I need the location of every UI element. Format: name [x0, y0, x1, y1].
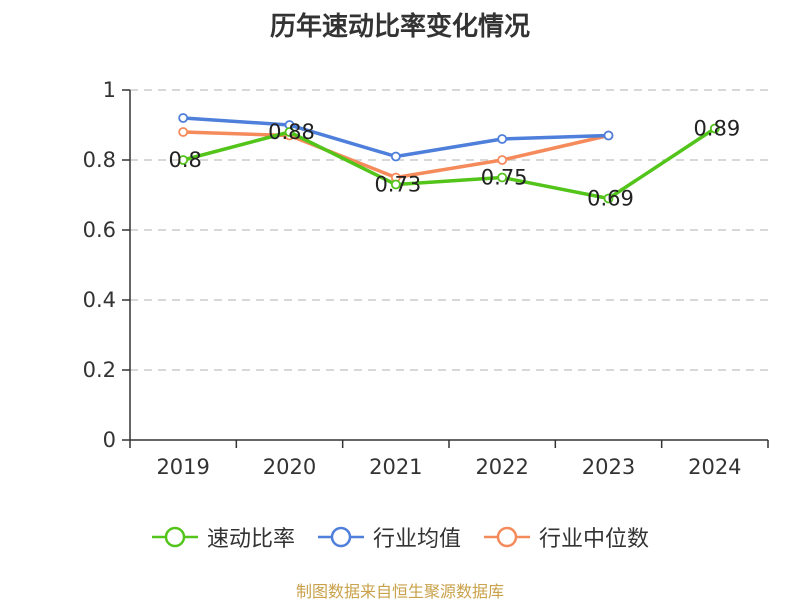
x-tick-label: 2023	[582, 455, 635, 479]
data-point[interactable]	[603, 130, 614, 141]
legend-label: 速动比率	[206, 527, 295, 552]
data-point[interactable]	[178, 127, 189, 137]
legend-item[interactable]: 速动比率	[151, 521, 295, 553]
data-labels: 0.8 0.88 0.73 0.75 0.69 0.89	[168, 117, 740, 211]
axes: 0 0.2 0.4 0.6 0.8 1 2019 2020 2021 2022 2023 2024	[83, 78, 769, 479]
data-label: 0.88	[268, 120, 315, 144]
data-point[interactable]	[284, 127, 295, 137]
y-tick-label: 0.4	[83, 288, 116, 312]
data-label: 0.75	[481, 166, 528, 190]
data-label: 0.73	[374, 173, 421, 197]
y-tick-label: 0.8	[83, 148, 116, 172]
data-label: 0.69	[587, 187, 634, 211]
series-line	[182, 127, 716, 201]
legend-line-marker-icon	[484, 526, 530, 548]
data-label: 0.8	[168, 148, 201, 172]
data-point[interactable]	[178, 113, 189, 123]
x-tick-label: 2020	[263, 455, 316, 479]
source-note: 制图数据来自恒生聚源数据库	[295, 582, 504, 601]
legend-line-marker-icon	[151, 526, 198, 548]
data-label: 0.89	[693, 117, 740, 141]
legend-item[interactable]: 行业中位数	[483, 521, 649, 553]
series-lines	[178, 113, 720, 204]
data-point[interactable]	[178, 155, 189, 165]
data-point[interactable]	[497, 155, 508, 165]
y-tick-label: 0.6	[83, 218, 116, 242]
legend-line-marker-icon	[317, 526, 364, 548]
data-point[interactable]	[709, 123, 720, 134]
data-point[interactable]	[497, 172, 508, 183]
y-tick-label: 0	[103, 428, 116, 452]
legend-item[interactable]: 行业均值	[317, 521, 461, 553]
chart-title: 历年速动比率变化情况	[269, 12, 530, 42]
x-tick-label: 2022	[475, 455, 528, 479]
legend: 速动比率 行业均值 行业中位数	[0, 520, 800, 554]
data-point[interactable]	[497, 134, 508, 144]
data-point[interactable]	[390, 179, 401, 190]
data-point[interactable]	[603, 193, 614, 204]
y-tick-label: 1	[103, 78, 116, 102]
legend-label: 行业中位数	[539, 527, 650, 552]
y-tick-label: 0.2	[83, 358, 116, 382]
legend-label: 行业均值	[372, 527, 461, 552]
data-point[interactable]	[390, 151, 401, 162]
x-tick-label: 2021	[369, 455, 422, 479]
x-tick-label: 2024	[688, 455, 741, 479]
x-tick-label: 2019	[156, 455, 209, 479]
